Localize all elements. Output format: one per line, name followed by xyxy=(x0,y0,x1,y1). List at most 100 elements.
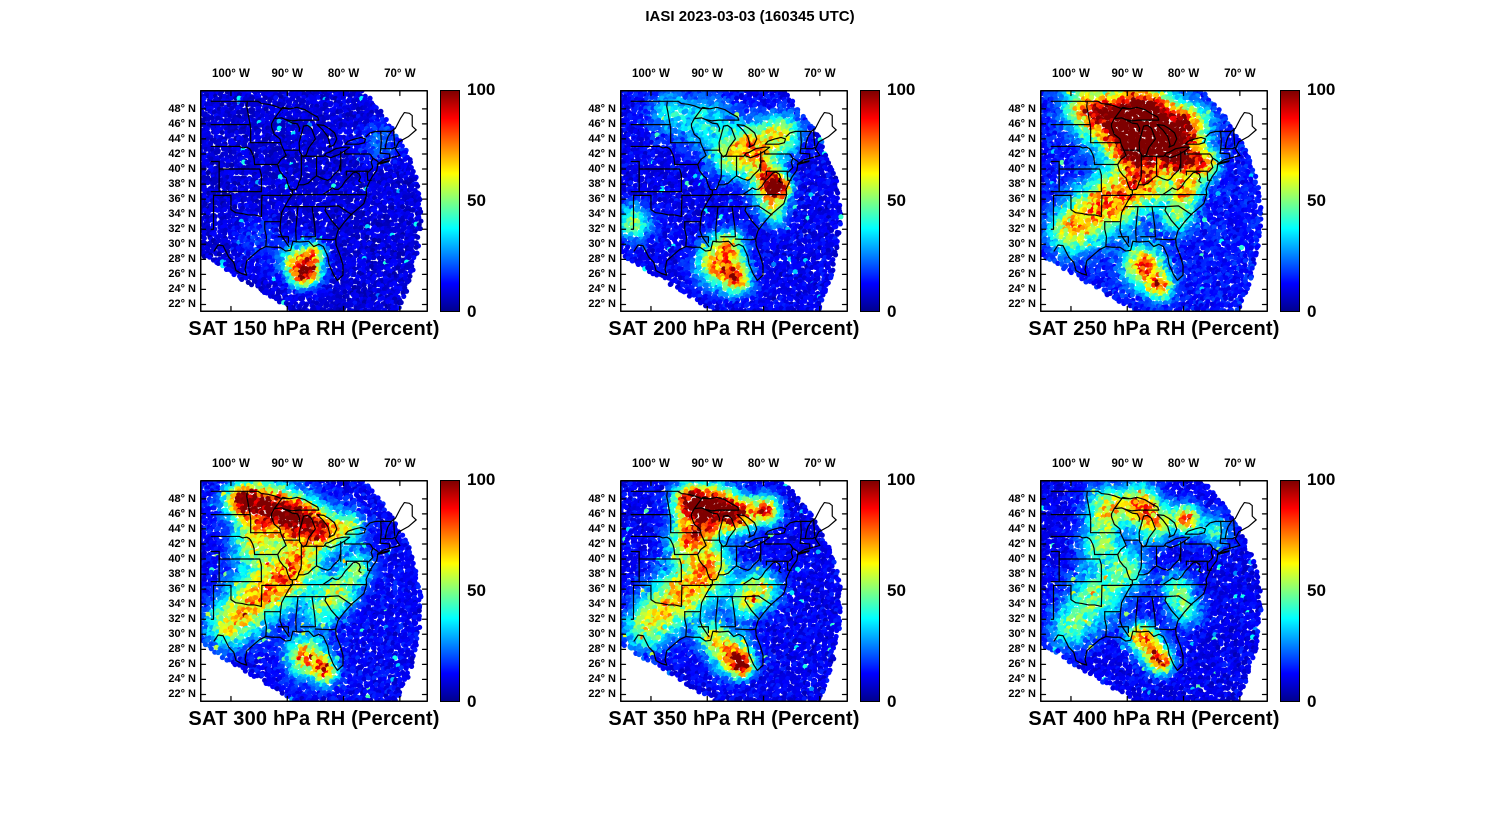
colorbar-min-label: 0 xyxy=(1307,302,1317,321)
lat-tick-label: 30° N xyxy=(1008,238,1036,251)
lat-tick-label: 42° N xyxy=(588,537,616,550)
panel-title: SAT 200 hPa RH (Percent) xyxy=(608,318,860,340)
lat-tick-label: 46° N xyxy=(588,117,616,130)
lat-tick-label: 28° N xyxy=(1008,643,1036,656)
lat-tick-label: 34° N xyxy=(168,598,196,611)
lon-tick-label: 70° W xyxy=(804,458,836,470)
lat-tick-label: 34° N xyxy=(1008,598,1036,611)
lat-tick-label: 22° N xyxy=(588,688,616,701)
panel-sat-400hpa: 100 50 0 SAT 400 hPa RH (Percent) 100° W… xyxy=(980,448,1410,758)
panel-title: SAT 400 hPa RH (Percent) xyxy=(1028,708,1280,730)
lat-tick-label: 26° N xyxy=(168,658,196,671)
panel-sat-250hpa: 100 50 0 SAT 250 hPa RH (Percent) 100° W… xyxy=(980,58,1410,368)
colorbar-max-label: 100 xyxy=(467,80,496,99)
lat-tick-label: 42° N xyxy=(588,147,616,160)
colorbar-min-label: 0 xyxy=(467,692,477,711)
lon-tick-label: 90° W xyxy=(1111,458,1143,470)
lon-tick-label: 90° W xyxy=(1111,68,1143,80)
lat-tick-label: 26° N xyxy=(168,268,196,281)
lat-tick-label: 34° N xyxy=(1008,208,1036,221)
lat-tick-label: 40° N xyxy=(168,163,196,176)
lat-tick-label: 36° N xyxy=(168,583,196,596)
lat-tick-label: 38° N xyxy=(588,568,616,581)
lat-tick-label: 38° N xyxy=(588,178,616,191)
lat-tick-label: 26° N xyxy=(1008,658,1036,671)
lat-tick-label: 32° N xyxy=(168,613,196,626)
lon-tick-label: 70° W xyxy=(1224,458,1256,470)
lat-tick-label: 24° N xyxy=(588,673,616,686)
lat-tick-label: 30° N xyxy=(588,238,616,251)
lat-tick-label: 48° N xyxy=(168,492,196,505)
lat-tick-label: 32° N xyxy=(168,223,196,236)
panel-title: SAT 150 hPa RH (Percent) xyxy=(188,318,440,340)
colorbar-gradient xyxy=(860,90,880,312)
lat-tick-label: 38° N xyxy=(168,568,196,581)
lat-tick-label: 22° N xyxy=(1008,688,1036,701)
lat-tick-label: 24° N xyxy=(1008,673,1036,686)
lat-tick-label: 28° N xyxy=(588,643,616,656)
lat-tick-label: 30° N xyxy=(168,628,196,641)
lat-tick-label: 36° N xyxy=(1008,193,1036,206)
lon-tick-label: 100° W xyxy=(632,458,670,470)
lat-tick-label: 46° N xyxy=(168,507,196,520)
map-canvas xyxy=(620,90,848,312)
lat-tick-label: 36° N xyxy=(588,583,616,596)
colorbar-max-label: 100 xyxy=(467,470,496,489)
map-canvas xyxy=(1040,90,1268,312)
lat-tick-label: 48° N xyxy=(1008,492,1036,505)
lat-tick-label: 40° N xyxy=(168,553,196,566)
lat-tick-label: 42° N xyxy=(1008,147,1036,160)
panel-sat-350hpa: 100 50 0 SAT 350 hPa RH (Percent) 100° W… xyxy=(560,448,990,758)
colorbar-gradient xyxy=(1280,90,1300,312)
lat-tick-label: 22° N xyxy=(588,298,616,311)
lat-tick-label: 38° N xyxy=(168,178,196,191)
lon-tick-label: 80° W xyxy=(1167,458,1200,470)
lat-tick-label: 32° N xyxy=(588,223,616,236)
lon-tick-label: 70° W xyxy=(1224,68,1256,80)
lat-tick-label: 44° N xyxy=(168,522,196,535)
panel-sat-300hpa: 100 50 0 SAT 300 hPa RH (Percent) 100° W… xyxy=(140,448,570,758)
lat-tick-label: 36° N xyxy=(1008,583,1036,596)
lat-tick-label: 30° N xyxy=(588,628,616,641)
colorbar-gradient xyxy=(440,480,460,702)
lon-tick-label: 100° W xyxy=(212,68,250,80)
lat-tick-label: 22° N xyxy=(168,298,196,311)
lat-tick-label: 48° N xyxy=(588,102,616,115)
lat-tick-label: 24° N xyxy=(1008,283,1036,296)
colorbar-min-label: 0 xyxy=(467,302,477,321)
lat-tick-label: 24° N xyxy=(168,283,196,296)
colorbar-mid-label: 50 xyxy=(887,191,906,210)
lat-tick-label: 44° N xyxy=(168,132,196,145)
lat-tick-label: 24° N xyxy=(168,673,196,686)
colorbar-min-label: 0 xyxy=(1307,692,1317,711)
map-canvas xyxy=(200,480,428,702)
lat-tick-label: 38° N xyxy=(1008,178,1036,191)
panel-title: SAT 300 hPa RH (Percent) xyxy=(188,708,440,730)
map-canvas xyxy=(620,480,848,702)
lon-tick-label: 80° W xyxy=(747,458,780,470)
lat-tick-label: 46° N xyxy=(1008,507,1036,520)
colorbar-max-label: 100 xyxy=(887,470,916,489)
lat-tick-label: 46° N xyxy=(588,507,616,520)
lat-tick-label: 36° N xyxy=(588,193,616,206)
lat-tick-label: 30° N xyxy=(1008,628,1036,641)
lat-tick-label: 28° N xyxy=(168,253,196,266)
lon-tick-label: 80° W xyxy=(1167,68,1200,80)
lon-tick-label: 100° W xyxy=(212,458,250,470)
colorbar-max-label: 100 xyxy=(1307,80,1336,99)
lat-tick-label: 48° N xyxy=(588,492,616,505)
lat-tick-label: 44° N xyxy=(588,132,616,145)
lon-tick-label: 90° W xyxy=(271,458,303,470)
lon-tick-label: 90° W xyxy=(691,458,723,470)
lat-tick-label: 40° N xyxy=(588,553,616,566)
lat-tick-label: 42° N xyxy=(168,147,196,160)
lat-tick-label: 32° N xyxy=(1008,613,1036,626)
lat-tick-label: 34° N xyxy=(588,598,616,611)
lat-tick-label: 48° N xyxy=(1008,102,1036,115)
lat-tick-label: 28° N xyxy=(1008,253,1036,266)
lat-tick-label: 22° N xyxy=(168,688,196,701)
lat-tick-label: 34° N xyxy=(168,208,196,221)
lat-tick-label: 44° N xyxy=(588,522,616,535)
colorbar-mid-label: 50 xyxy=(1307,191,1326,210)
map-canvas xyxy=(1040,480,1268,702)
